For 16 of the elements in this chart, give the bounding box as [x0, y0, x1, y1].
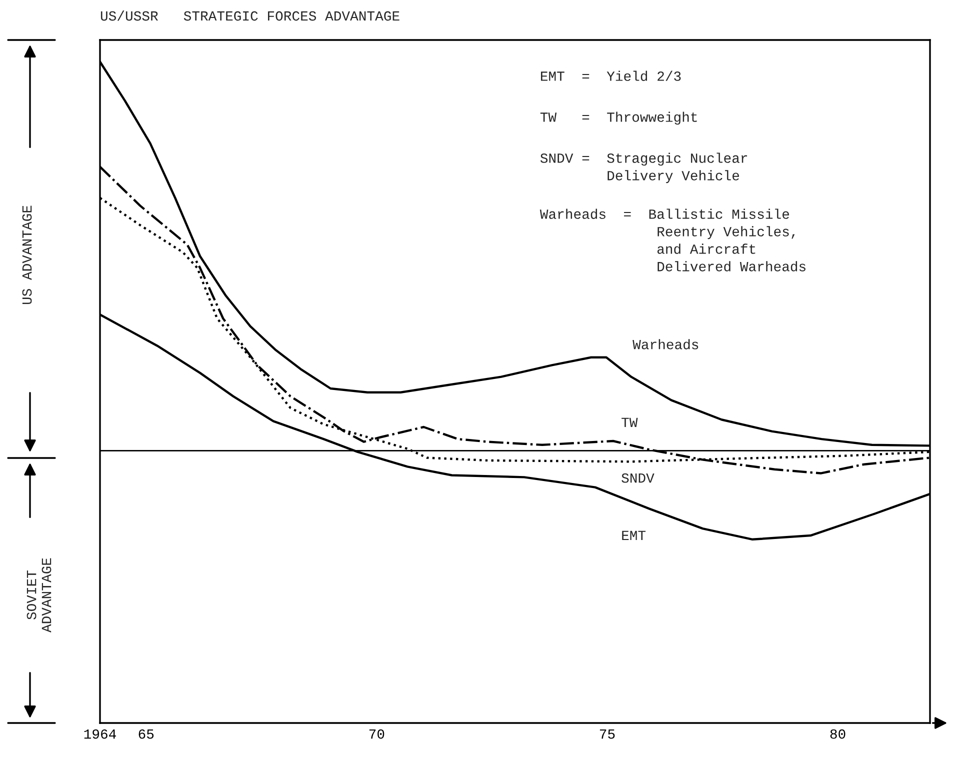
series-label: SNDV: [622, 473, 654, 483]
text: US ADVANTAGE: [22, 206, 32, 304]
series-label: Warheads: [632, 339, 698, 350]
x-tick-label: 80: [830, 729, 846, 739]
x-tick-label: 1964: [84, 729, 116, 739]
x-tick-label: 65: [138, 729, 154, 739]
series-label: TW: [622, 418, 638, 428]
chart-title: US/USSR STRATEGIC FORCES ADVANTAGE: [100, 10, 400, 21]
annotation: SNDV = Stragegic Nuclear Delivery Vehicle: [540, 152, 748, 184]
annotation: EMT = Yield 2/3: [541, 70, 681, 81]
annotation: TW = Throwweight: [540, 112, 697, 125]
series-label: EMT: [622, 530, 646, 540]
annotation: Warheads = Ballistic Missile Reentry Vehicles, and Aircraft Delivered Warheads: [540, 208, 806, 272]
x-tick-label: 75: [600, 729, 615, 739]
text: SOVIET ADVANTAGE: [26, 558, 52, 633]
x-tick-label: 70: [369, 729, 384, 739]
